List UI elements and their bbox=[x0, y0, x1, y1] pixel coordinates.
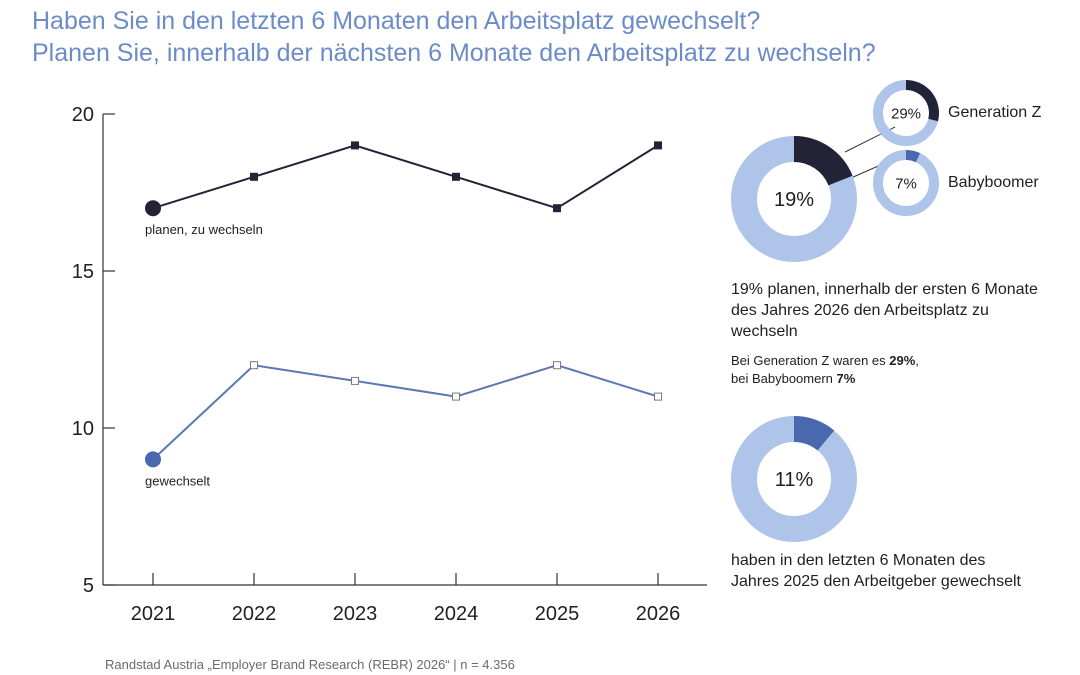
y-tick-label: 20 bbox=[72, 104, 94, 126]
changed-description: haben in den letzten 6 Monaten des Jahre… bbox=[731, 550, 1021, 592]
y-tick-label: 5 bbox=[83, 575, 94, 597]
plan-desc-line-1: 19% planen, innerhalb der ersten 6 Monat… bbox=[731, 281, 1038, 298]
plan-description: 19% planen, innerhalb der ersten 6 Monat… bbox=[731, 279, 1038, 342]
series-plan-point bbox=[452, 172, 460, 181]
x-tick-label: 2023 bbox=[333, 603, 378, 625]
chart-title: Haben Sie in den letzten 6 Monaten den A… bbox=[32, 5, 876, 69]
plan-desc-line-3: wechseln bbox=[731, 323, 798, 340]
generation-note: Bei Generation Z waren es 29%, bei Babyb… bbox=[731, 352, 919, 388]
title-line-2: Planen Sie, innerhalb der nächsten 6 Mon… bbox=[32, 39, 876, 67]
genz-note-suffix: , bbox=[915, 353, 919, 368]
boomer-donut-segment bbox=[905, 150, 921, 163]
changed-donut-segment bbox=[793, 416, 835, 451]
source-footer: Randstad Austria „Employer Brand Researc… bbox=[105, 657, 515, 672]
plan-donut-value: 19% bbox=[774, 189, 814, 211]
x-tick-label: 2024 bbox=[434, 603, 479, 625]
x-tick-label: 2022 bbox=[232, 603, 277, 625]
series-changed-label: gewechselt bbox=[145, 473, 210, 488]
changed-donut-value: 11% bbox=[775, 469, 814, 491]
series-changed-point bbox=[452, 392, 460, 401]
boomer-note-value: 7% bbox=[836, 371, 856, 386]
genz-donut-value: 29% bbox=[891, 105, 921, 122]
series-plan-point bbox=[654, 141, 662, 150]
plan-desc-line-2: des Jahres 2026 den Arbeitsplatz zu bbox=[731, 302, 989, 319]
genz-note: Bei Generation Z waren es 29%, bbox=[731, 352, 919, 370]
changed-desc-line-2: Jahres 2025 den Arbeitgeber gewechselt bbox=[731, 573, 1021, 590]
boomer-note: bei Babyboomern 7% bbox=[731, 370, 919, 388]
genz-donut-segment bbox=[905, 80, 939, 122]
series-plan-start-point bbox=[145, 200, 161, 217]
series-changed-point bbox=[553, 361, 561, 370]
series-plan-line bbox=[152, 144, 659, 210]
series-changed-point bbox=[351, 376, 359, 385]
plan-donut-segment bbox=[793, 136, 853, 186]
changed-desc-line-1: haben in den letzten 6 Monaten des bbox=[731, 552, 986, 569]
title-line-1: Haben Sie in den letzten 6 Monaten den A… bbox=[32, 7, 761, 35]
genz-label: Generation Z bbox=[948, 104, 1042, 121]
boomer-donut-value: 7% bbox=[895, 175, 917, 192]
series-plan-point bbox=[351, 141, 359, 150]
series-plan-point bbox=[250, 172, 258, 181]
series-plan-point bbox=[553, 204, 561, 213]
boomer-label: Babyboomer bbox=[948, 174, 1039, 191]
series-changed-point bbox=[250, 361, 258, 370]
series-changed-line bbox=[152, 364, 659, 461]
series-plan-label: planen, zu wechseln bbox=[145, 222, 263, 237]
y-tick-label: 10 bbox=[72, 418, 94, 440]
series-changed-start-point bbox=[145, 451, 161, 468]
series-changed-point bbox=[654, 392, 662, 401]
genz-note-prefix: Bei Generation Z waren es bbox=[731, 353, 890, 368]
x-tick-label: 2026 bbox=[636, 603, 681, 625]
x-tick-label: 2021 bbox=[131, 603, 176, 625]
x-tick-label: 2025 bbox=[535, 603, 580, 625]
y-tick-label: 15 bbox=[72, 261, 94, 283]
boomer-note-prefix: bei Babyboomern bbox=[731, 371, 837, 386]
genz-note-value: 29% bbox=[889, 353, 916, 368]
